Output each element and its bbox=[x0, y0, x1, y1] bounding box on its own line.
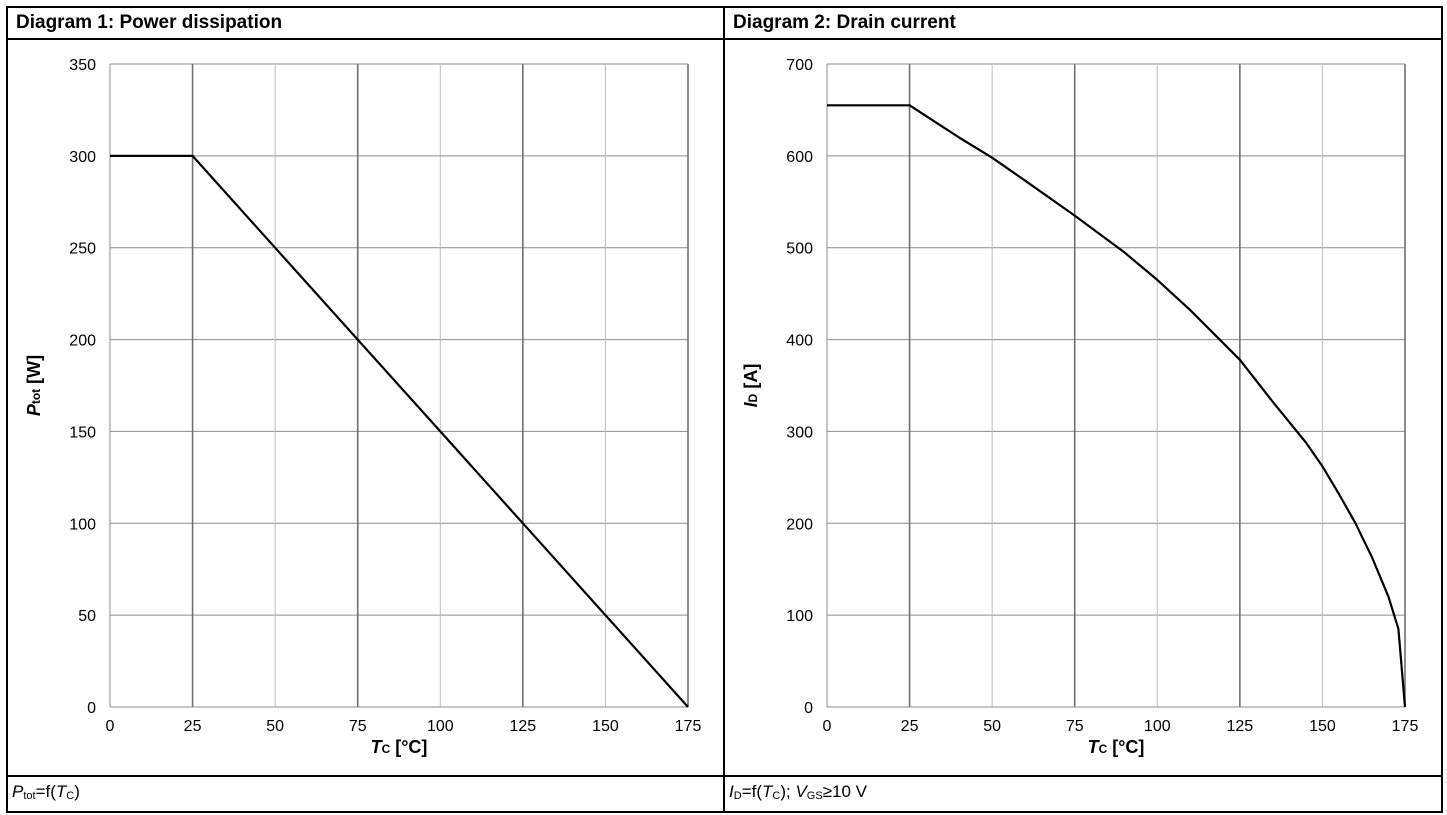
y-tick-label: 100 bbox=[69, 516, 96, 533]
y-tick-label: 500 bbox=[786, 241, 813, 258]
diagram-2-cell: 0 100 200 300 400 500 600 700 0 25 50 75 100 125 150 17… bbox=[723, 38, 1443, 777]
x-tick-label: 25 bbox=[184, 718, 202, 735]
x-tick-label: 50 bbox=[983, 718, 1001, 735]
x-tick-label: 75 bbox=[349, 718, 367, 735]
footer-part: ) bbox=[74, 782, 80, 801]
y-axis-unit: [A] bbox=[741, 364, 761, 394]
x-tick-label: 125 bbox=[1227, 718, 1254, 735]
footer-part: C bbox=[66, 790, 75, 802]
x-axis-title: TC [°C] bbox=[1088, 737, 1145, 757]
drain-current-chart: 0 100 200 300 400 500 600 700 0 25 50 75 100 125 150 17… bbox=[741, 57, 1419, 757]
y-tick-label: 100 bbox=[786, 608, 813, 625]
y-tick-label: 0 bbox=[804, 700, 813, 717]
x-tick-label: 100 bbox=[427, 718, 454, 735]
x-tick-label: 125 bbox=[510, 718, 537, 735]
y-axis-title: Ptot [W] bbox=[24, 355, 44, 416]
y-axis-symbol: P bbox=[24, 403, 44, 416]
series-line bbox=[827, 104, 1407, 708]
y-tick-label: 150 bbox=[69, 424, 96, 441]
x-tick-label: 175 bbox=[1392, 718, 1419, 735]
footer-part: GS bbox=[806, 790, 823, 802]
diagram-table: Diagram 1: Power dissipation Diagram 2: … bbox=[6, 6, 1443, 813]
x-axis-symbol: T bbox=[371, 737, 384, 757]
y-tick-label: 200 bbox=[69, 333, 96, 350]
x-axis-title: TC [°C] bbox=[371, 737, 428, 757]
x-axis-subscript: C bbox=[382, 742, 391, 756]
x-tick-label: 75 bbox=[1066, 718, 1084, 735]
footer-part: P bbox=[12, 782, 24, 801]
x-axis-unit: [°C] bbox=[1107, 737, 1144, 757]
diagram-1-title: Diagram 1: Power dissipation bbox=[6, 6, 725, 40]
series-line bbox=[110, 154, 689, 708]
diagram-2-footer: ID=f(TC); VGS≥10 V bbox=[723, 775, 1443, 813]
y-tick-label: 300 bbox=[69, 149, 96, 166]
diagram-1-footer: Ptot=f(TC) bbox=[6, 775, 725, 813]
footer-part: C bbox=[772, 790, 781, 802]
y-axis-symbol: I bbox=[741, 401, 761, 407]
x-axis-symbol: T bbox=[1088, 737, 1101, 757]
y-axis-title: ID [A] bbox=[741, 364, 761, 408]
footer-part: =f( bbox=[741, 782, 762, 801]
footer-formula: ID=f(TC); VGS≥10 V bbox=[729, 782, 868, 802]
x-tick-label: 50 bbox=[266, 718, 284, 735]
footer-part: I bbox=[729, 782, 734, 801]
diagram-1-cell: 0 50 100 150 200 250 300 350 0 25 50 75 100 125 150 175… bbox=[6, 38, 725, 777]
footer-part: =f( bbox=[35, 782, 56, 801]
y-tick-label: 200 bbox=[786, 516, 813, 533]
footer-part: D bbox=[733, 790, 742, 802]
y-axis-unit: [W] bbox=[24, 355, 44, 389]
y-tick-label: 350 bbox=[69, 57, 96, 74]
diagram-2-title: Diagram 2: Drain current bbox=[723, 6, 1443, 40]
y-tick-label: 50 bbox=[78, 608, 96, 625]
y-tick-label: 0 bbox=[87, 700, 96, 717]
x-tick-label: 100 bbox=[1144, 718, 1171, 735]
x-tick-label: 0 bbox=[106, 718, 115, 735]
footer-part: ); bbox=[780, 782, 796, 801]
y-axis-subscript: tot bbox=[29, 389, 43, 404]
y-tick-label: 300 bbox=[786, 424, 813, 441]
x-tick-label: 25 bbox=[901, 718, 919, 735]
x-tick-label: 0 bbox=[823, 718, 832, 735]
footer-part: V bbox=[795, 782, 807, 801]
power-dissipation-chart: 0 50 100 150 200 250 300 350 0 25 50 75 100 125 150 175… bbox=[24, 57, 702, 757]
y-tick-label: 250 bbox=[69, 241, 96, 258]
x-tick-label: 175 bbox=[675, 718, 702, 735]
x-axis-unit: [°C] bbox=[390, 737, 427, 757]
footer-part: tot bbox=[23, 790, 36, 802]
footer-part: T bbox=[762, 782, 773, 801]
footer-formula: Ptot=f(TC) bbox=[12, 782, 80, 802]
y-tick-label: 400 bbox=[786, 333, 813, 350]
x-tick-label: 150 bbox=[592, 718, 619, 735]
footer-part: T bbox=[55, 782, 67, 801]
footer-part: ≥10 V bbox=[822, 782, 868, 801]
x-axis-subscript: C bbox=[1099, 742, 1108, 756]
y-axis-subscript: D bbox=[746, 393, 760, 402]
y-tick-label: 700 bbox=[786, 57, 813, 74]
y-tick-label: 600 bbox=[786, 149, 813, 166]
x-tick-label: 150 bbox=[1309, 718, 1336, 735]
